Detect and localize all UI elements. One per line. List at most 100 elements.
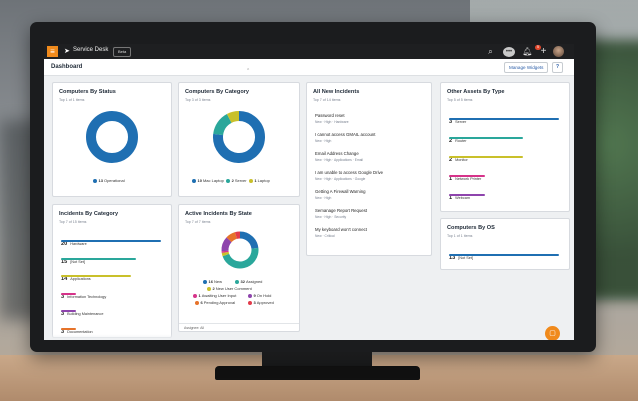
legend-swatch <box>248 293 252 298</box>
legend-item: 1Awaiting User Input <box>193 293 236 298</box>
donut-slice-1[interactable] <box>222 247 259 269</box>
widget-title: Active Incidents By State <box>185 211 252 217</box>
legend-count: 9 <box>253 293 256 298</box>
legend-count: 2 <box>231 178 234 183</box>
widget-computers-by-category[interactable]: Computers By Category Top 3 of 3 items 1… <box>178 82 300 197</box>
bar-count: 3 <box>61 293 65 300</box>
bar-label: Information Technology <box>67 294 107 299</box>
chat-bubble-icon[interactable]: ▢ <box>545 326 560 340</box>
donut-slice-5[interactable] <box>226 232 238 243</box>
bar-row[interactable]: 3 Building Maintenance <box>61 302 103 320</box>
widget-active-incidents-by-state[interactable]: Active Incidents By State Top 7 of 7 ite… <box>178 204 300 332</box>
widget-subtitle: Top 3 of 3 items <box>185 98 211 102</box>
legend-label: Laptop <box>257 178 270 183</box>
donut-slice-6[interactable] <box>235 231 241 239</box>
donut-chart[interactable] <box>217 227 263 273</box>
bar-count: 15 <box>61 258 68 265</box>
incident-meta: New · High · Hardware <box>315 119 349 124</box>
bar-label: Documentation <box>67 329 93 334</box>
bar-count: 3 <box>61 311 65 317</box>
incident-title: Getting A Firewall Warning <box>315 189 366 194</box>
donut-slice-2[interactable] <box>221 251 230 257</box>
legend-swatch <box>193 293 197 298</box>
legend-label: New <box>213 279 222 284</box>
donut-chart[interactable] <box>82 107 142 167</box>
bar-row[interactable]: 2 Monitor <box>449 148 523 166</box>
incident-item[interactable]: I am unable to access Google Drive New · … <box>315 170 383 181</box>
incident-title: Email Address Change <box>315 151 359 156</box>
bar-row[interactable]: 3 Server <box>449 110 559 128</box>
incident-item[interactable]: Getting A Firewall Warning New · High <box>315 189 365 200</box>
bar-label: Building Maintenance <box>67 312 104 316</box>
donut-slice-1[interactable] <box>213 113 232 136</box>
incident-title: Password reset <box>315 113 345 118</box>
widget-title: Computers By Status <box>59 89 116 95</box>
bar-row[interactable]: 3 Information Technology <box>61 285 106 303</box>
bar-row[interactable]: 14 Applications <box>61 267 131 285</box>
incident-item[interactable]: Email Address Change New · High · Applica… <box>315 151 363 162</box>
legend-count: 3 <box>253 300 256 305</box>
bar-label: Hardware <box>70 242 87 246</box>
bar-count: 1 <box>449 195 453 201</box>
bar-count: 1 <box>449 176 453 182</box>
bell-icon[interactable]: 🔔︎ <box>522 47 533 56</box>
bar-label: Applications <box>70 277 91 281</box>
donut-slice-0[interactable] <box>213 111 265 163</box>
manage-widgets-button[interactable]: Manage Widgets <box>504 62 549 73</box>
widget-all-new-incidents[interactable]: All New Incidents Top 7 of 14 items Pass… <box>306 82 432 256</box>
incident-item[interactable]: Semanage Report Request New · High · Secu… <box>315 208 367 219</box>
page-title: Dashboard <box>51 64 83 70</box>
context-badge[interactable]: Beta <box>113 47 132 57</box>
bar-row[interactable]: 2 Router <box>449 129 523 147</box>
bar-row[interactable]: 1 Webcam <box>449 186 486 204</box>
bar-fill <box>61 327 76 330</box>
incident-title: I cannot access GMAIL account <box>315 132 376 137</box>
bar-row[interactable]: 13 [Not Set] <box>449 246 559 264</box>
incident-item[interactable]: Password reset New · High · Hardware <box>315 113 349 124</box>
legend-count: 1 <box>198 293 201 298</box>
widget-computers-by-status[interactable]: Computers By Status Top 1 of 1 items 13O… <box>52 82 172 197</box>
legend-count: 2 <box>212 286 215 291</box>
bar-row[interactable]: 15 [Not Set] <box>61 250 136 268</box>
bar-row[interactable]: 1 Network Printer <box>449 167 486 185</box>
bar-label: Router <box>455 139 467 143</box>
widget-footer[interactable]: Assignee: All <box>179 323 299 331</box>
widget-subtitle: Top 7 of 15 items <box>59 220 87 224</box>
donut-slice-0[interactable] <box>239 231 259 250</box>
incident-item[interactable]: I cannot access GMAIL account New · High <box>315 132 376 143</box>
bar-row[interactable]: 3 Documentation <box>61 320 93 338</box>
hamburger-icon[interactable]: ≡ <box>47 46 58 57</box>
widget-title: Other Assets By Type <box>447 89 505 95</box>
legend-label: Mac Laptop <box>202 178 224 183</box>
bar-fill <box>61 275 131 277</box>
incident-meta: New · High <box>315 138 332 143</box>
search-icon[interactable]: ⌕ <box>488 47 493 56</box>
donut-slice-4[interactable] <box>221 237 232 252</box>
legend-swatch <box>93 178 97 183</box>
widget-computers-by-os[interactable]: Computers By OS Top 1 of 1 items 13 [Not … <box>440 218 570 270</box>
legend-count: 13 <box>98 178 103 183</box>
avatar[interactable] <box>553 46 564 57</box>
monitor-screen: ≡ ➤ Service Desk Beta ⌕ ••• 🔔︎ 5 + Dashb… <box>44 44 574 340</box>
bar-row[interactable]: 20 Hardware <box>61 232 161 250</box>
donut-chart[interactable] <box>209 107 269 167</box>
help-button[interactable]: ? <box>552 62 563 73</box>
donut-slice-0[interactable] <box>86 111 138 163</box>
legend-label: Server <box>234 178 247 183</box>
top-app-bar: ≡ ➤ Service Desk Beta ⌕ ••• 🔔︎ 5 + <box>44 44 574 59</box>
legend-item: 2New User Comment <box>207 286 252 291</box>
bar-fill <box>449 175 486 177</box>
chat-icon[interactable]: ••• <box>503 47 515 57</box>
incident-item[interactable]: My keyboard won't connect New · Critical <box>315 227 367 238</box>
bar-label: Webcam <box>455 196 471 200</box>
donut-slice-2[interactable] <box>226 111 240 123</box>
legend-swatch <box>192 178 196 183</box>
legend-count: 32 <box>240 279 245 284</box>
bar-fill <box>449 194 486 196</box>
widget-subtitle: Top 1 of 1 items <box>59 98 85 102</box>
widget-incidents-by-category[interactable]: Incidents By Category Top 7 of 15 items … <box>52 204 172 338</box>
monitor-stand-neck <box>262 350 372 368</box>
plus-icon[interactable]: + <box>540 46 547 57</box>
drag-handle-icon[interactable]: ⌃ <box>246 68 251 74</box>
